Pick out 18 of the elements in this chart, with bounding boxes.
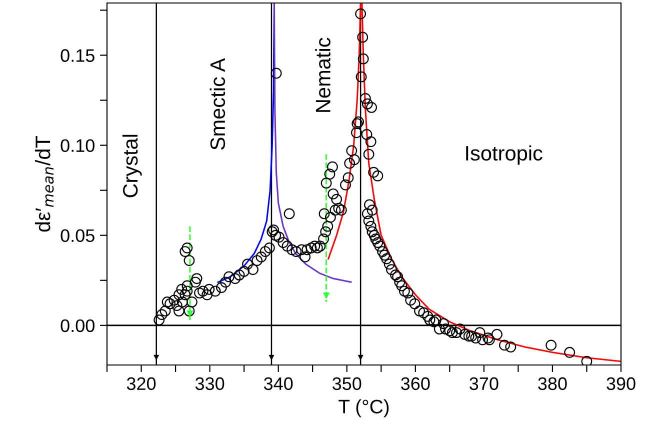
x-tick-label: 340	[264, 377, 293, 390]
x-tick-label: 380	[538, 377, 567, 390]
y-tick-label: 0.10	[60, 139, 94, 152]
x-axis-title: T (°C)	[338, 399, 389, 418]
y-tick-label: 0.05	[60, 229, 94, 242]
x-tick-label: 390	[606, 377, 636, 390]
x-tick-label: 320	[126, 377, 156, 390]
x-tick-label: 330	[195, 377, 224, 390]
y-tick-label: 0.00	[60, 319, 94, 332]
y-axis-title: dε′$_{mean}$/dT	[34, 136, 54, 232]
annotation: Isotropic	[466, 145, 542, 165]
x-tick-label: 370	[470, 377, 498, 390]
x-tick-label: 350	[332, 377, 362, 390]
annotation: Crystal	[122, 134, 142, 198]
annotation: Nematic	[315, 38, 330, 112]
annotation: Smectic A	[210, 58, 226, 150]
x-tick-label: 360	[401, 377, 430, 390]
y-tick-label: 0.15	[60, 49, 94, 62]
